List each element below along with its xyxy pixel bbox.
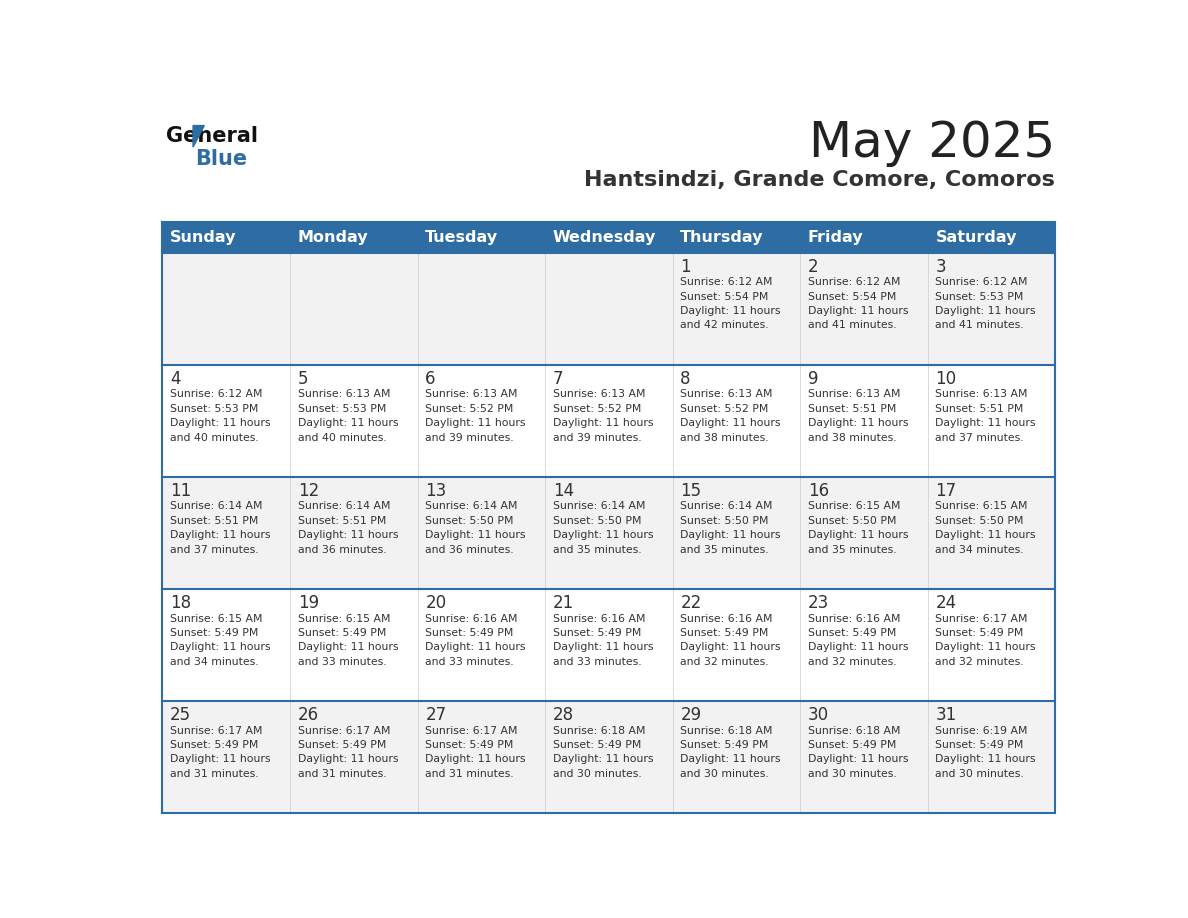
Text: Sunrise: 6:17 AM
Sunset: 5:49 PM
Daylight: 11 hours
and 31 minutes.: Sunrise: 6:17 AM Sunset: 5:49 PM Dayligh…: [170, 726, 271, 778]
Text: Sunrise: 6:17 AM
Sunset: 5:49 PM
Daylight: 11 hours
and 32 minutes.: Sunrise: 6:17 AM Sunset: 5:49 PM Dayligh…: [935, 613, 1036, 666]
Text: Sunrise: 6:16 AM
Sunset: 5:49 PM
Daylight: 11 hours
and 32 minutes.: Sunrise: 6:16 AM Sunset: 5:49 PM Dayligh…: [681, 613, 781, 666]
Text: Sunrise: 6:16 AM
Sunset: 5:49 PM
Daylight: 11 hours
and 33 minutes.: Sunrise: 6:16 AM Sunset: 5:49 PM Dayligh…: [552, 613, 653, 666]
Text: 18: 18: [170, 594, 191, 612]
Text: Sunrise: 6:14 AM
Sunset: 5:50 PM
Daylight: 11 hours
and 35 minutes.: Sunrise: 6:14 AM Sunset: 5:50 PM Dayligh…: [681, 501, 781, 554]
Bar: [163, 364, 1055, 476]
Text: Blue: Blue: [195, 149, 247, 169]
Text: May 2025: May 2025: [809, 119, 1055, 167]
Text: Sunrise: 6:18 AM
Sunset: 5:49 PM
Daylight: 11 hours
and 30 minutes.: Sunrise: 6:18 AM Sunset: 5:49 PM Dayligh…: [808, 726, 909, 778]
Text: 26: 26: [298, 707, 318, 724]
Text: Sunrise: 6:12 AM
Sunset: 5:53 PM
Daylight: 11 hours
and 41 minutes.: Sunrise: 6:12 AM Sunset: 5:53 PM Dayligh…: [935, 277, 1036, 330]
Text: Sunrise: 6:13 AM
Sunset: 5:51 PM
Daylight: 11 hours
and 37 minutes.: Sunrise: 6:13 AM Sunset: 5:51 PM Dayligh…: [935, 389, 1036, 442]
Text: Sunrise: 6:14 AM
Sunset: 5:50 PM
Daylight: 11 hours
and 35 minutes.: Sunrise: 6:14 AM Sunset: 5:50 PM Dayligh…: [552, 501, 653, 554]
Text: 13: 13: [425, 482, 447, 500]
Text: Sunrise: 6:17 AM
Sunset: 5:49 PM
Daylight: 11 hours
and 31 minutes.: Sunrise: 6:17 AM Sunset: 5:49 PM Dayligh…: [425, 726, 526, 778]
Text: 2: 2: [808, 258, 819, 276]
Text: 14: 14: [552, 482, 574, 500]
Text: 11: 11: [170, 482, 191, 500]
Bar: [163, 589, 1055, 701]
Text: Tuesday: Tuesday: [425, 230, 499, 245]
Text: 17: 17: [935, 482, 956, 500]
Bar: [163, 252, 1055, 364]
Text: Sunrise: 6:19 AM
Sunset: 5:49 PM
Daylight: 11 hours
and 30 minutes.: Sunrise: 6:19 AM Sunset: 5:49 PM Dayligh…: [935, 726, 1036, 778]
Bar: [163, 476, 1055, 589]
Text: Sunrise: 6:13 AM
Sunset: 5:52 PM
Daylight: 11 hours
and 38 minutes.: Sunrise: 6:13 AM Sunset: 5:52 PM Dayligh…: [681, 389, 781, 442]
Text: General: General: [165, 126, 258, 146]
Text: 24: 24: [935, 594, 956, 612]
Text: Sunrise: 6:15 AM
Sunset: 5:50 PM
Daylight: 11 hours
and 35 minutes.: Sunrise: 6:15 AM Sunset: 5:50 PM Dayligh…: [808, 501, 909, 554]
Text: 23: 23: [808, 594, 829, 612]
Text: Wednesday: Wednesday: [552, 230, 656, 245]
Text: 30: 30: [808, 707, 829, 724]
Text: Sunrise: 6:18 AM
Sunset: 5:49 PM
Daylight: 11 hours
and 30 minutes.: Sunrise: 6:18 AM Sunset: 5:49 PM Dayligh…: [681, 726, 781, 778]
Text: Sunrise: 6:12 AM
Sunset: 5:54 PM
Daylight: 11 hours
and 42 minutes.: Sunrise: 6:12 AM Sunset: 5:54 PM Dayligh…: [681, 277, 781, 330]
Text: 5: 5: [298, 370, 308, 388]
Text: 16: 16: [808, 482, 829, 500]
Text: 4: 4: [170, 370, 181, 388]
Bar: [163, 701, 1055, 813]
Polygon shape: [194, 126, 204, 147]
Text: Sunrise: 6:15 AM
Sunset: 5:49 PM
Daylight: 11 hours
and 33 minutes.: Sunrise: 6:15 AM Sunset: 5:49 PM Dayligh…: [298, 613, 398, 666]
Text: Sunrise: 6:12 AM
Sunset: 5:53 PM
Daylight: 11 hours
and 40 minutes.: Sunrise: 6:12 AM Sunset: 5:53 PM Dayligh…: [170, 389, 271, 442]
Text: Sunrise: 6:14 AM
Sunset: 5:50 PM
Daylight: 11 hours
and 36 minutes.: Sunrise: 6:14 AM Sunset: 5:50 PM Dayligh…: [425, 501, 526, 554]
Text: 15: 15: [681, 482, 701, 500]
Text: Sunrise: 6:14 AM
Sunset: 5:51 PM
Daylight: 11 hours
and 36 minutes.: Sunrise: 6:14 AM Sunset: 5:51 PM Dayligh…: [298, 501, 398, 554]
Text: 22: 22: [681, 594, 702, 612]
Text: Sunrise: 6:13 AM
Sunset: 5:53 PM
Daylight: 11 hours
and 40 minutes.: Sunrise: 6:13 AM Sunset: 5:53 PM Dayligh…: [298, 389, 398, 442]
Text: Sunrise: 6:13 AM
Sunset: 5:52 PM
Daylight: 11 hours
and 39 minutes.: Sunrise: 6:13 AM Sunset: 5:52 PM Dayligh…: [425, 389, 526, 442]
Text: 21: 21: [552, 594, 574, 612]
Text: 29: 29: [681, 707, 701, 724]
Text: 20: 20: [425, 594, 447, 612]
Text: Monday: Monday: [298, 230, 368, 245]
Text: Sunrise: 6:14 AM
Sunset: 5:51 PM
Daylight: 11 hours
and 37 minutes.: Sunrise: 6:14 AM Sunset: 5:51 PM Dayligh…: [170, 501, 271, 554]
Text: 31: 31: [935, 707, 956, 724]
Text: Sunrise: 6:13 AM
Sunset: 5:52 PM
Daylight: 11 hours
and 39 minutes.: Sunrise: 6:13 AM Sunset: 5:52 PM Dayligh…: [552, 389, 653, 442]
Text: 8: 8: [681, 370, 691, 388]
Text: Friday: Friday: [808, 230, 864, 245]
Text: 6: 6: [425, 370, 436, 388]
Text: Sunrise: 6:16 AM
Sunset: 5:49 PM
Daylight: 11 hours
and 33 minutes.: Sunrise: 6:16 AM Sunset: 5:49 PM Dayligh…: [425, 613, 526, 666]
Text: Sunrise: 6:18 AM
Sunset: 5:49 PM
Daylight: 11 hours
and 30 minutes.: Sunrise: 6:18 AM Sunset: 5:49 PM Dayligh…: [552, 726, 653, 778]
Text: Hantsindzi, Grande Comore, Comoros: Hantsindzi, Grande Comore, Comoros: [584, 170, 1055, 190]
Text: 7: 7: [552, 370, 563, 388]
Text: 1: 1: [681, 258, 691, 276]
Text: 10: 10: [935, 370, 956, 388]
Text: Sunrise: 6:15 AM
Sunset: 5:50 PM
Daylight: 11 hours
and 34 minutes.: Sunrise: 6:15 AM Sunset: 5:50 PM Dayligh…: [935, 501, 1036, 554]
Text: Sunday: Sunday: [170, 230, 236, 245]
Text: 19: 19: [298, 594, 318, 612]
Text: Sunrise: 6:17 AM
Sunset: 5:49 PM
Daylight: 11 hours
and 31 minutes.: Sunrise: 6:17 AM Sunset: 5:49 PM Dayligh…: [298, 726, 398, 778]
Text: 12: 12: [298, 482, 320, 500]
Text: Saturday: Saturday: [935, 230, 1017, 245]
Text: Sunrise: 6:15 AM
Sunset: 5:49 PM
Daylight: 11 hours
and 34 minutes.: Sunrise: 6:15 AM Sunset: 5:49 PM Dayligh…: [170, 613, 271, 666]
Bar: [163, 222, 1055, 252]
Text: 27: 27: [425, 707, 447, 724]
Text: Thursday: Thursday: [681, 230, 764, 245]
Text: 28: 28: [552, 707, 574, 724]
Text: 9: 9: [808, 370, 819, 388]
Text: 25: 25: [170, 707, 191, 724]
Text: Sunrise: 6:16 AM
Sunset: 5:49 PM
Daylight: 11 hours
and 32 minutes.: Sunrise: 6:16 AM Sunset: 5:49 PM Dayligh…: [808, 613, 909, 666]
Text: Sunrise: 6:13 AM
Sunset: 5:51 PM
Daylight: 11 hours
and 38 minutes.: Sunrise: 6:13 AM Sunset: 5:51 PM Dayligh…: [808, 389, 909, 442]
Text: 3: 3: [935, 258, 946, 276]
Text: Sunrise: 6:12 AM
Sunset: 5:54 PM
Daylight: 11 hours
and 41 minutes.: Sunrise: 6:12 AM Sunset: 5:54 PM Dayligh…: [808, 277, 909, 330]
